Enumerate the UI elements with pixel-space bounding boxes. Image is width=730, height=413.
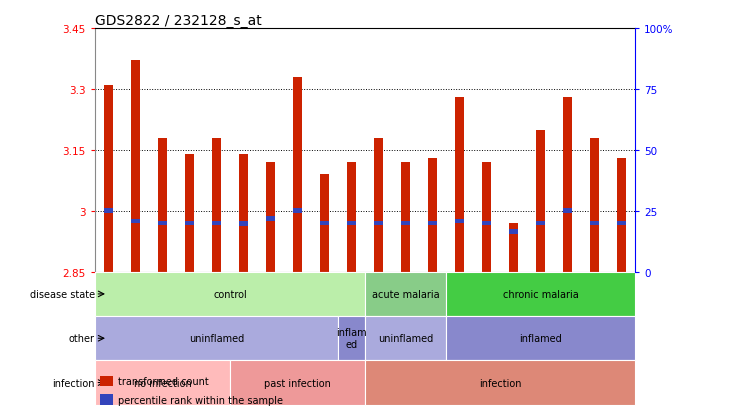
Bar [212,221,221,226]
Bar [338,316,365,361]
Bar [131,219,140,224]
Bar [374,221,383,226]
Bar [347,163,356,272]
Bar [266,163,275,272]
Bar [428,221,437,226]
Bar [455,98,464,272]
Bar [446,272,635,316]
Bar [536,221,545,226]
Bar [428,159,437,272]
Text: control: control [213,289,247,299]
Bar [401,221,410,226]
Bar [185,221,194,226]
Bar [590,138,599,272]
Text: past infection: past infection [264,377,331,388]
Bar [104,85,113,272]
Bar [365,361,635,405]
Bar [239,154,248,272]
Bar [95,316,338,361]
Bar [365,272,446,316]
Text: disease state: disease state [30,289,95,299]
Bar [266,217,275,222]
Text: uninflamed: uninflamed [189,333,244,343]
Bar [374,138,383,272]
Text: transformed count: transformed count [118,376,209,386]
Text: GDS2822 / 232128_s_at: GDS2822 / 232128_s_at [95,14,261,28]
Bar [320,221,329,226]
Bar [95,361,230,405]
Text: acute malaria: acute malaria [372,289,439,299]
Bar [320,175,329,272]
Bar [446,316,635,361]
Text: other: other [69,333,95,343]
Bar [401,163,410,272]
Text: infection: infection [53,377,95,388]
Text: uninflamed: uninflamed [378,333,433,343]
Bar [158,221,167,226]
Bar [293,209,302,214]
Text: chronic malaria: chronic malaria [503,289,578,299]
Bar [100,394,113,405]
Bar [293,78,302,272]
Bar [230,361,365,405]
Bar [104,209,113,214]
Bar [482,221,491,226]
Bar [239,222,248,227]
Bar [158,138,167,272]
Text: infection: infection [479,377,521,388]
Text: inflamed: inflamed [519,333,562,343]
Bar [509,223,518,272]
Bar [455,219,464,224]
Text: inflam
ed: inflam ed [337,328,366,349]
Bar [617,221,626,226]
Bar [347,221,356,226]
Bar [509,229,518,234]
Bar [365,316,446,361]
Bar [482,163,491,272]
Text: percentile rank within the sample: percentile rank within the sample [118,395,283,405]
Bar [95,272,365,316]
Bar [563,209,572,214]
Bar [185,154,194,272]
Bar [212,138,221,272]
Bar [100,376,113,386]
Bar [563,98,572,272]
Bar [617,159,626,272]
Bar [590,221,599,226]
Bar [536,130,545,272]
Bar [131,62,140,272]
Text: no infection: no infection [134,377,191,388]
